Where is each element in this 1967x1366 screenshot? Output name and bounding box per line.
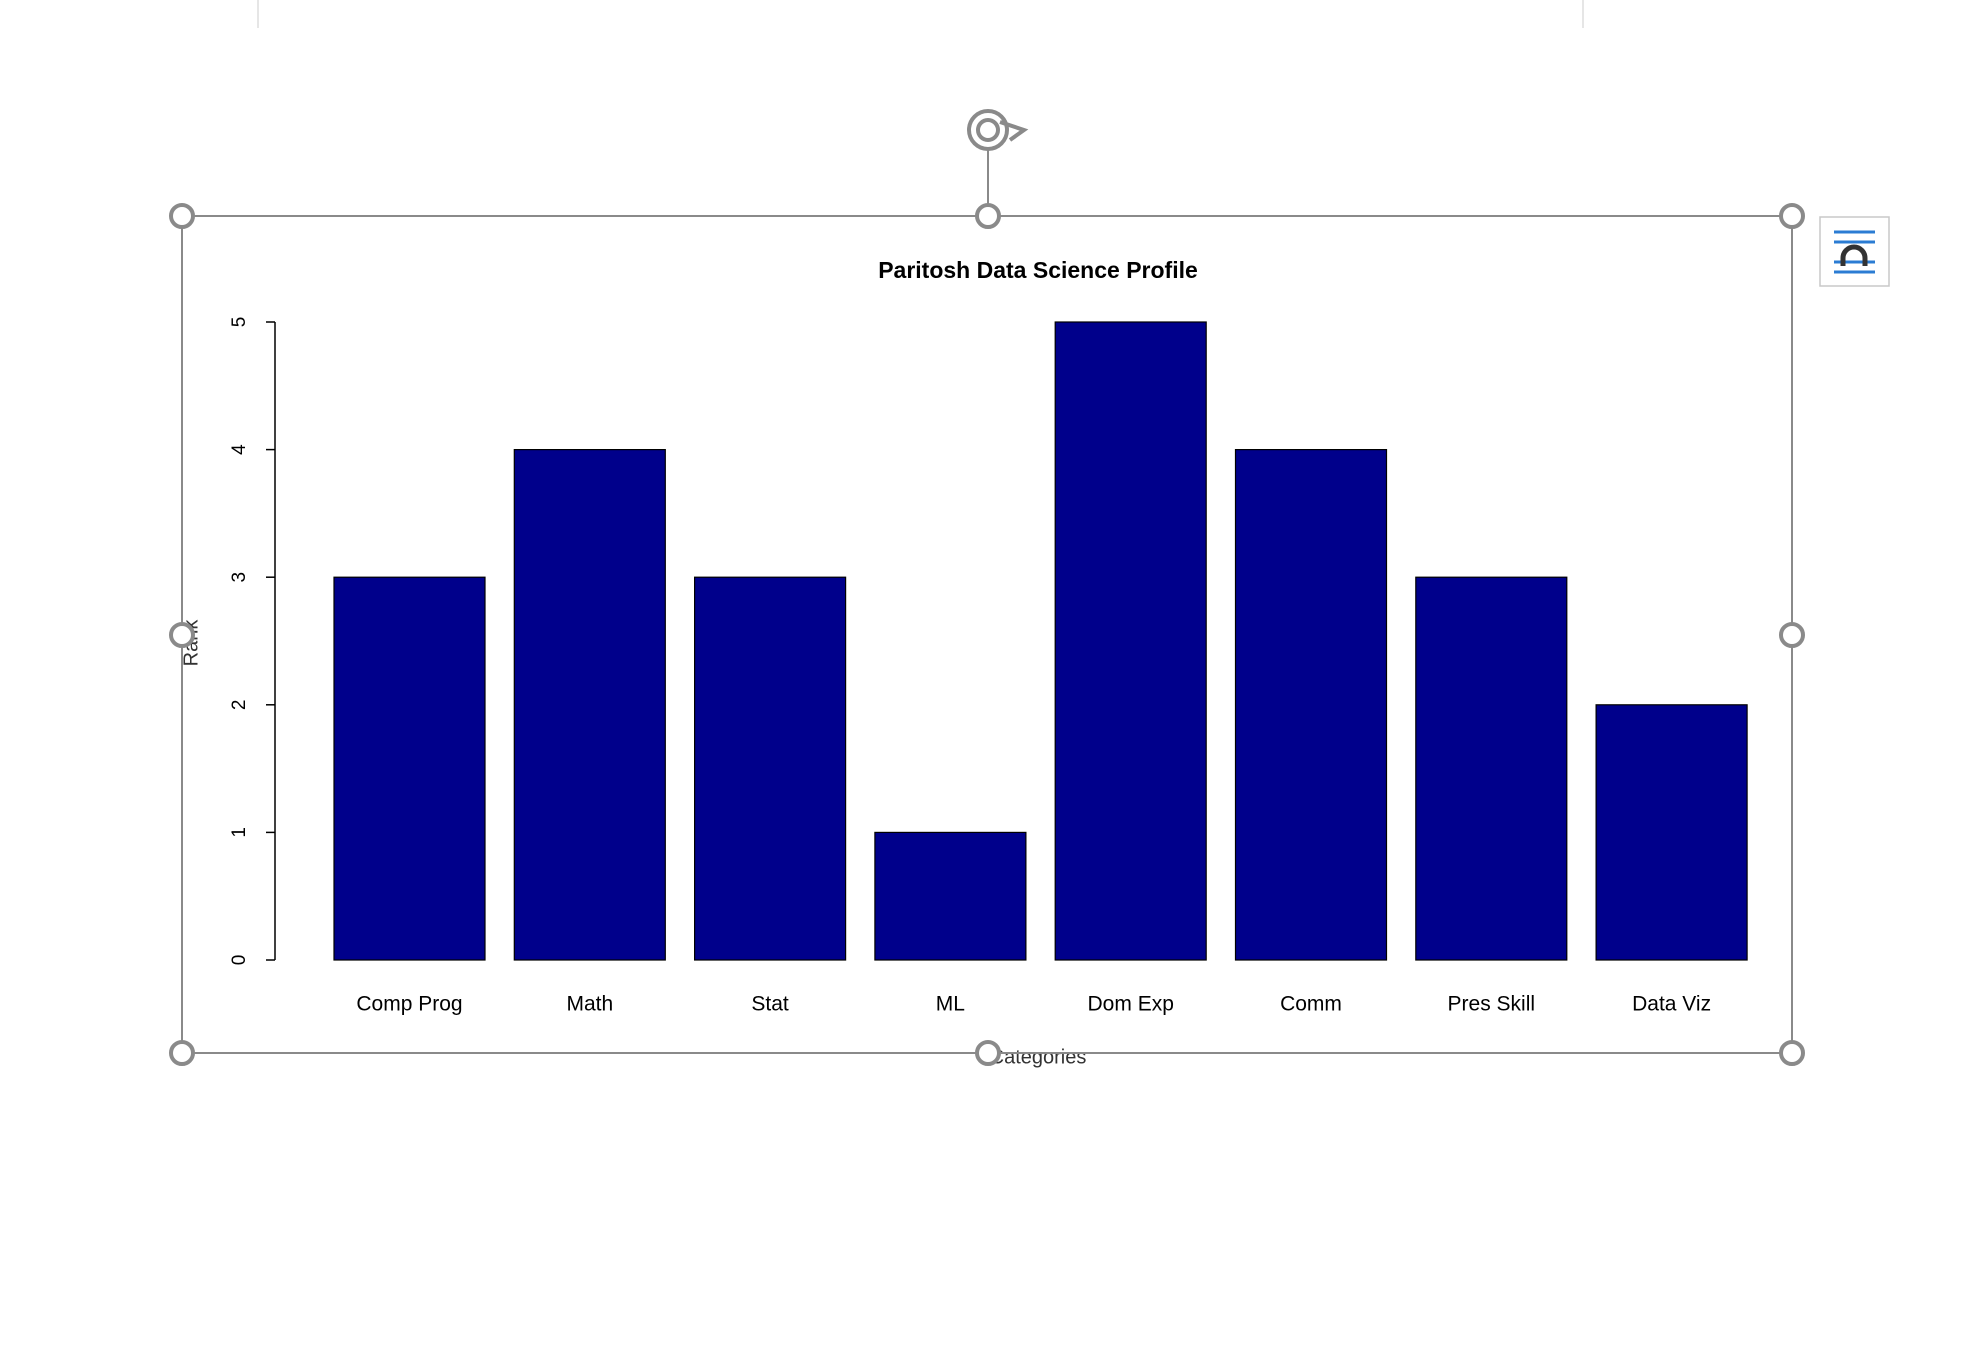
bar xyxy=(1234,449,1388,961)
resize-handle[interactable] xyxy=(1779,203,1805,229)
resize-handle[interactable] xyxy=(169,203,195,229)
resize-handle[interactable] xyxy=(169,1040,195,1066)
x-tick-label: Math xyxy=(566,993,613,1016)
layout-options-button[interactable] xyxy=(1819,216,1890,287)
chart: Paritosh Data Science Profile Categories… xyxy=(180,257,1748,1068)
x-tick-label: Comm xyxy=(1280,993,1342,1016)
resize-handle[interactable] xyxy=(169,622,195,648)
selection-frame[interactable] xyxy=(169,109,1805,1066)
bar xyxy=(874,831,1027,961)
y-tick-label: 5 xyxy=(229,317,250,328)
bar xyxy=(1054,321,1207,961)
x-tick-label: Stat xyxy=(751,993,789,1016)
chart-title: Paritosh Data Science Profile xyxy=(878,257,1198,283)
x-axis-label: Categories xyxy=(990,1046,1087,1068)
x-tick-label: Dom Exp xyxy=(1088,993,1174,1016)
resize-handle[interactable] xyxy=(1779,1040,1805,1066)
resize-handle[interactable] xyxy=(1779,622,1805,648)
x-tick-label: Comp Prog xyxy=(356,993,462,1016)
bar xyxy=(1415,576,1568,961)
bar xyxy=(693,576,847,961)
y-tick-label: 2 xyxy=(229,700,250,711)
bar xyxy=(513,449,666,961)
x-tick-label: Data Viz xyxy=(1632,993,1711,1016)
resize-handle[interactable] xyxy=(975,1040,1001,1066)
rotate-handle[interactable] xyxy=(967,109,1029,151)
y-tick-label: 1 xyxy=(229,827,250,838)
x-tick-label: ML xyxy=(936,993,965,1016)
y-tick-label: 3 xyxy=(229,572,250,583)
x-tick-label: Pres Skill xyxy=(1448,993,1536,1016)
y-tick-label: 0 xyxy=(229,955,250,966)
bar xyxy=(1595,704,1748,961)
bar xyxy=(333,576,486,961)
y-tick-label: 4 xyxy=(229,444,250,455)
resize-handle[interactable] xyxy=(975,203,1001,229)
